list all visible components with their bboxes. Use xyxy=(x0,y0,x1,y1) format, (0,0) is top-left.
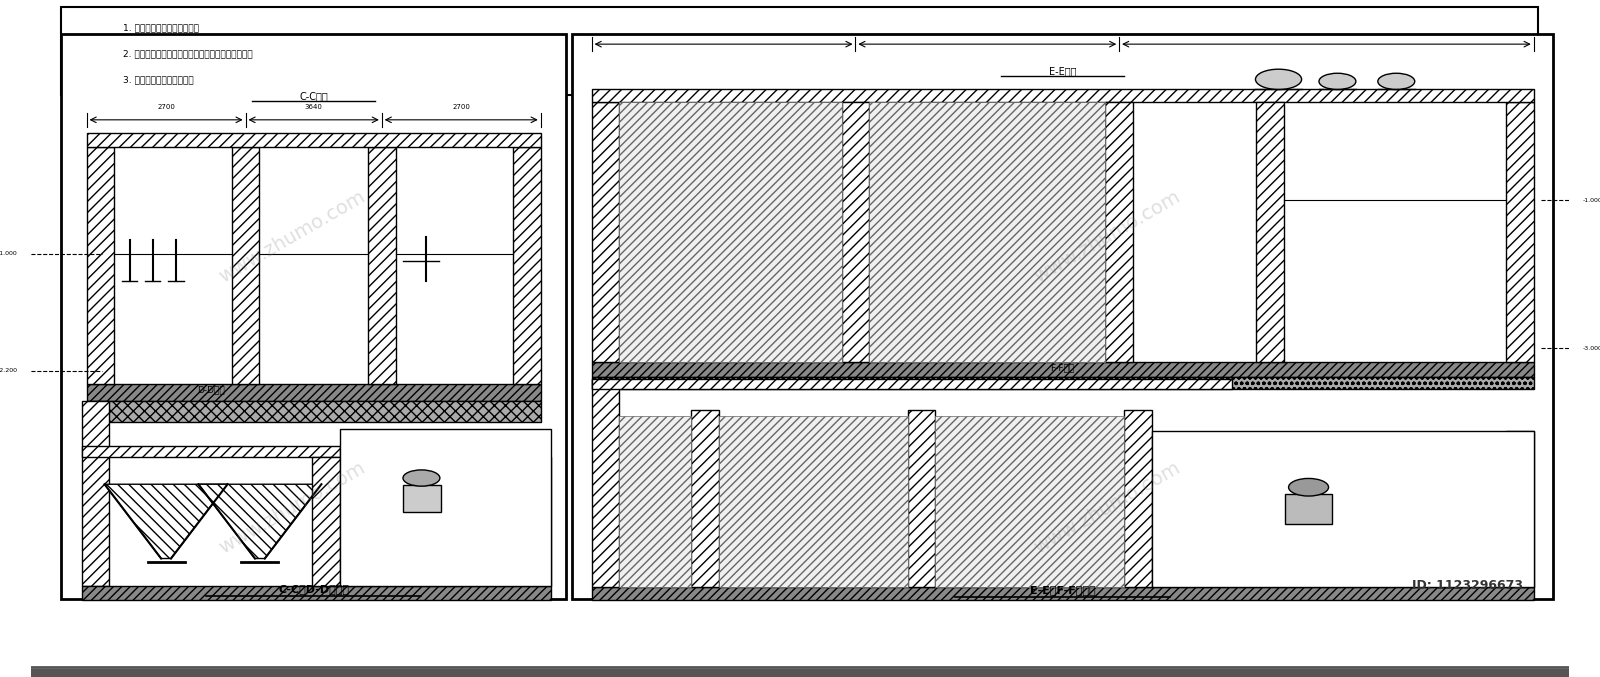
Text: -2.200: -2.200 xyxy=(0,368,18,373)
Text: 2700: 2700 xyxy=(157,104,174,110)
Text: -1.000: -1.000 xyxy=(0,251,18,257)
Text: C-C、D-D剖面图: C-C、D-D剖面图 xyxy=(278,584,349,594)
Bar xyxy=(403,485,442,512)
Bar xyxy=(368,147,395,385)
Bar xyxy=(1106,102,1133,362)
Circle shape xyxy=(403,470,440,486)
Bar xyxy=(86,401,541,422)
Bar xyxy=(936,416,1125,587)
Bar xyxy=(514,147,541,385)
Text: C-C剖面: C-C剖面 xyxy=(299,91,328,101)
Bar xyxy=(82,446,339,456)
Text: www.zhumo.com: www.zhumo.com xyxy=(1030,188,1184,286)
Bar xyxy=(842,102,869,362)
Text: www.zhumo.com: www.zhumo.com xyxy=(216,458,368,557)
Bar xyxy=(592,102,619,362)
Bar xyxy=(592,587,1534,600)
Bar xyxy=(1506,102,1534,362)
Bar xyxy=(907,410,936,587)
Bar xyxy=(691,410,718,587)
Circle shape xyxy=(1318,73,1355,89)
Text: -1.000: -1.000 xyxy=(1582,198,1600,203)
Bar xyxy=(592,378,1232,389)
Bar xyxy=(573,34,1554,599)
Polygon shape xyxy=(104,484,227,559)
Bar xyxy=(869,102,1106,362)
Bar xyxy=(86,385,541,401)
Text: D-D剖面: D-D剖面 xyxy=(197,385,224,395)
Bar xyxy=(1125,410,1152,587)
Bar xyxy=(82,586,550,600)
Bar xyxy=(592,378,619,587)
Bar xyxy=(232,147,259,385)
Text: F-F剖面: F-F剖面 xyxy=(1051,363,1075,372)
Bar xyxy=(1152,431,1534,587)
Bar xyxy=(86,133,541,147)
Bar xyxy=(619,102,842,362)
Text: 3. 混凝土内必须多层夹实。: 3. 混凝土内必须多层夹实。 xyxy=(123,75,194,84)
Bar xyxy=(592,362,1534,376)
Bar xyxy=(592,89,1534,102)
Bar xyxy=(718,416,907,587)
Text: 3640: 3640 xyxy=(304,104,323,110)
Circle shape xyxy=(1288,479,1328,496)
Text: 2700: 2700 xyxy=(453,104,470,110)
Bar xyxy=(82,401,109,586)
Bar xyxy=(339,429,550,586)
Bar xyxy=(1285,494,1331,525)
Text: www.zhumo.com: www.zhumo.com xyxy=(1030,458,1184,557)
Bar xyxy=(61,34,566,599)
Bar xyxy=(312,456,339,586)
Bar xyxy=(592,376,1534,389)
Bar xyxy=(61,7,1538,95)
Text: ID: 1123296673: ID: 1123296673 xyxy=(1411,580,1523,592)
Text: www.zhumo.com: www.zhumo.com xyxy=(216,188,368,286)
Polygon shape xyxy=(198,484,322,559)
Text: E-E剖面: E-E剖面 xyxy=(1050,66,1077,77)
Text: -3.000: -3.000 xyxy=(1582,346,1600,351)
Text: E-E、F-F剖面图: E-E、F-F剖面图 xyxy=(1030,585,1096,595)
Text: 1. 混凝土中磁片采用混动土。: 1. 混凝土中磁片采用混动土。 xyxy=(123,24,198,32)
Bar xyxy=(1506,431,1534,587)
Bar xyxy=(86,147,114,385)
Circle shape xyxy=(1256,69,1302,89)
Bar xyxy=(619,416,691,587)
Bar xyxy=(523,456,550,586)
Bar xyxy=(1256,102,1283,362)
Text: 2. 混凝土中，不得有树根、干枴死殌等有机夹杂物。: 2. 混凝土中，不得有树根、干枴死殌等有机夹杂物。 xyxy=(123,49,253,58)
Circle shape xyxy=(1378,73,1414,89)
